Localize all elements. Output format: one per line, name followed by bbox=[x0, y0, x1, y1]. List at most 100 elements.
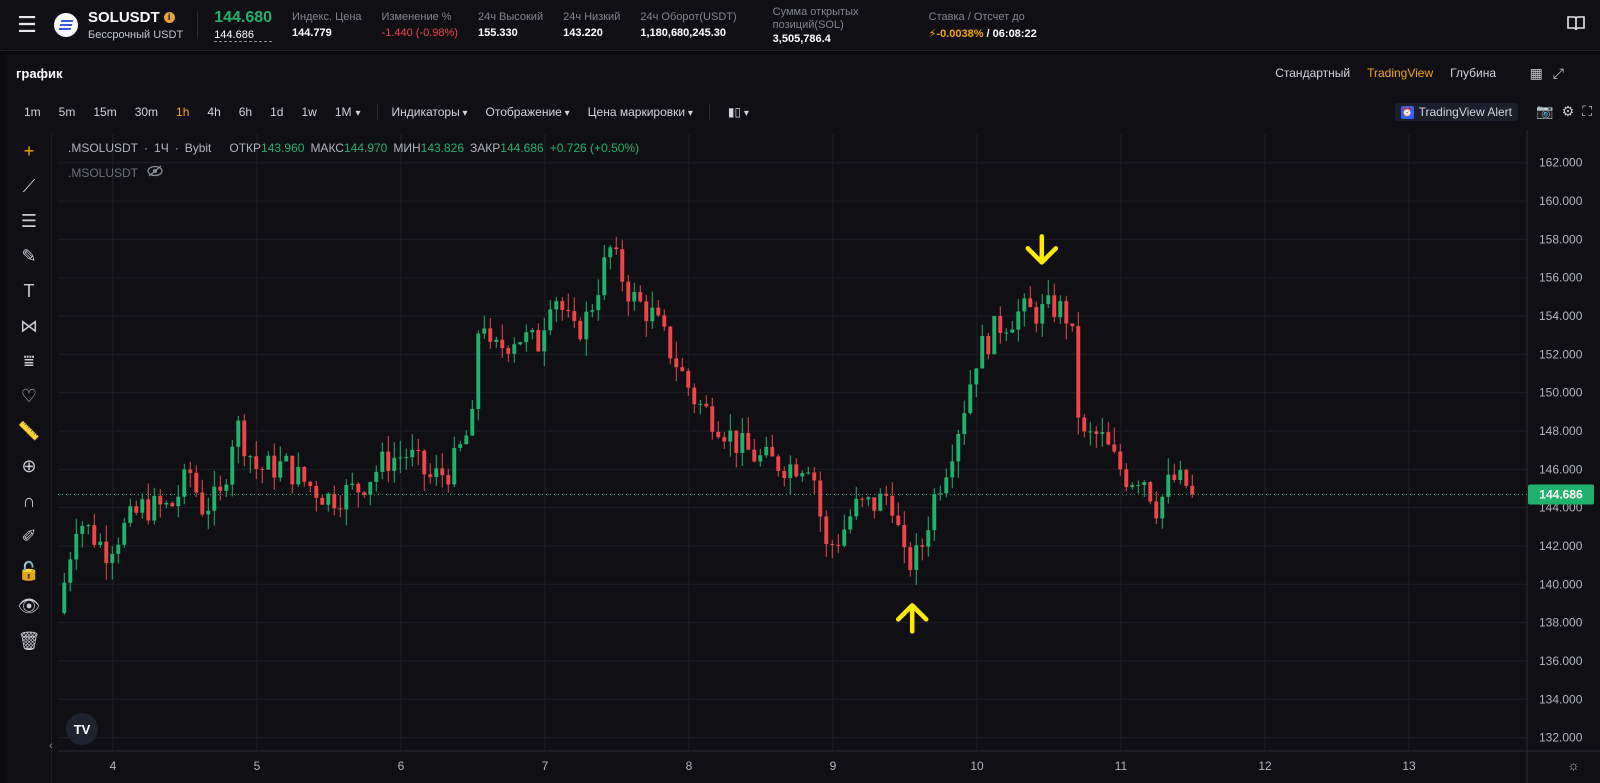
candle-up bbox=[602, 257, 607, 296]
timeframe-1M[interactable]: 1M bbox=[334, 105, 352, 119]
candle-down bbox=[656, 307, 661, 316]
timeframe-6h[interactable]: 6h bbox=[238, 105, 253, 119]
candle-up bbox=[212, 486, 217, 511]
collapse-toolbar-icon[interactable]: ‹ bbox=[49, 740, 53, 752]
candle-up bbox=[62, 582, 67, 614]
candle-up bbox=[956, 433, 961, 462]
zoom-in-icon[interactable]: ⊕ bbox=[21, 456, 37, 476]
candle-up bbox=[800, 473, 805, 477]
candle-down bbox=[710, 406, 715, 432]
open-interest-label: Сумма открытых позиций(SOL) bbox=[772, 5, 859, 31]
view-tab[interactable]: TradingView bbox=[1367, 66, 1434, 80]
view-tab[interactable]: Стандартный bbox=[1275, 66, 1351, 80]
brush-icon[interactable]: ✎ bbox=[21, 246, 37, 266]
timeframe-15m[interactable]: 15m bbox=[93, 105, 117, 119]
candle-down bbox=[272, 455, 277, 478]
candle-up bbox=[1136, 485, 1141, 487]
ruler-icon[interactable]: 📏 bbox=[17, 421, 41, 441]
mark-price[interactable]: 144.686 bbox=[214, 29, 273, 42]
hamburger-menu-icon[interactable]: ☰ bbox=[17, 12, 37, 37]
candle-down bbox=[668, 326, 673, 359]
expand-icon[interactable]: ⤢ bbox=[1552, 65, 1564, 81]
magnet-icon[interactable]: ∩ bbox=[22, 491, 36, 511]
close-value: 144.686 bbox=[500, 141, 544, 155]
open-value: 143.960 bbox=[261, 141, 305, 155]
crosshair-icon[interactable]: + bbox=[23, 141, 35, 161]
info-icon[interactable]: i bbox=[163, 12, 175, 23]
candle-down bbox=[536, 330, 541, 352]
pattern-icon[interactable]: ⋈ bbox=[20, 316, 38, 336]
book-icon[interactable] bbox=[1566, 14, 1586, 32]
text-tool-icon[interactable]: T bbox=[23, 281, 35, 301]
chart-settings-icon[interactable]: ☼ bbox=[1567, 757, 1580, 773]
candle-up bbox=[1010, 329, 1015, 333]
candle-down bbox=[722, 437, 727, 442]
toolbar-menu[interactable]: Индикаторы bbox=[392, 105, 468, 119]
candle-up bbox=[524, 332, 529, 343]
candle-up bbox=[248, 456, 253, 458]
layout-grid-icon[interactable]: ▦ bbox=[1529, 65, 1543, 81]
candle-up bbox=[866, 497, 871, 500]
candle-down bbox=[614, 247, 619, 250]
eye-icon[interactable]: 👁 bbox=[17, 596, 41, 616]
candle-down bbox=[716, 431, 721, 438]
solana-logo-icon bbox=[54, 13, 78, 37]
candle-down bbox=[896, 515, 901, 525]
candle-up bbox=[554, 301, 559, 310]
chart-type-candles-icon[interactable]: ▮▯ bbox=[728, 105, 749, 119]
close-label: ЗАКР bbox=[470, 141, 501, 155]
candle-down bbox=[638, 291, 643, 302]
x-tick-label: 8 bbox=[686, 759, 693, 773]
candle-down bbox=[794, 464, 799, 477]
toolbar-menu[interactable]: Цена маркировки bbox=[588, 105, 693, 119]
symbol-block[interactable]: SOLUSDT i Бессрочный USDT bbox=[88, 9, 183, 41]
candle-up bbox=[1016, 311, 1021, 330]
stat-value: -1.440 (-0.98%) bbox=[381, 27, 458, 39]
candle-up bbox=[122, 522, 127, 545]
fullscreen-icon[interactable]: ⛶ bbox=[1582, 103, 1592, 119]
candle-down bbox=[818, 480, 823, 517]
trash-icon[interactable]: 🗑 bbox=[17, 631, 41, 651]
timeframe-1d[interactable]: 1d bbox=[270, 105, 284, 119]
lightning-icon: ⚡ bbox=[928, 27, 937, 40]
chart-toolbar: 1m 5m 15m 30m 1h 4h 6h 1d 1w 1M Индикаторы Отображ… bbox=[6, 98, 1600, 126]
tradingview-alert-button[interactable]: ⏰ TradingView Alert bbox=[1394, 103, 1518, 121]
view-tab[interactable]: Глубина bbox=[1450, 66, 1496, 80]
timeframe-1m[interactable]: 1m bbox=[24, 105, 41, 119]
candle-up bbox=[974, 368, 979, 385]
trend-line-icon[interactable]: ⟋ bbox=[22, 176, 36, 196]
prediction-icon[interactable]: ⩸ bbox=[23, 351, 35, 371]
candle-down bbox=[134, 506, 139, 513]
timeframe-1w[interactable]: 1w bbox=[301, 105, 317, 119]
unlock-icon[interactable]: 🔓 bbox=[17, 561, 41, 581]
price-block: 144.680 144.686 bbox=[214, 9, 273, 42]
contract-type: Бессрочный USDT bbox=[88, 29, 184, 41]
camera-icon[interactable]: 📷 bbox=[1536, 103, 1554, 119]
timeframe-4h[interactable]: 4h bbox=[207, 105, 221, 119]
candle-down bbox=[620, 249, 625, 282]
candle-down bbox=[260, 469, 265, 471]
candle-down bbox=[1154, 501, 1159, 519]
tradingview-logo[interactable]: TV bbox=[66, 713, 98, 745]
lock-drawing-icon[interactable]: ✐ bbox=[21, 526, 37, 546]
timeframe-5m[interactable]: 5m bbox=[58, 105, 76, 119]
settings-icon[interactable]: ⚙ bbox=[1561, 103, 1575, 119]
candle-up bbox=[284, 455, 289, 462]
timeframe-1h[interactable]: 1h bbox=[176, 105, 190, 119]
legend-dot: · bbox=[144, 141, 149, 155]
candle-up bbox=[128, 506, 133, 523]
eye-hidden-icon[interactable] bbox=[146, 165, 164, 180]
stat-label: 24ч Низкий bbox=[563, 11, 621, 23]
heart-icon[interactable]: ♡ bbox=[20, 386, 38, 406]
last-price-badge bbox=[1528, 484, 1594, 505]
fib-lines-icon[interactable]: ☰ bbox=[20, 211, 38, 231]
funding-label[interactable]: Ставка / Отсчет до bbox=[928, 10, 1025, 23]
symbol-name[interactable]: SOLUSDT bbox=[88, 9, 160, 26]
candle-up bbox=[764, 447, 769, 456]
ticker-stat: 24ч Низкий 143.220 bbox=[563, 11, 620, 39]
candle-up bbox=[182, 469, 187, 497]
toolbar-menu[interactable]: Отображение bbox=[486, 105, 570, 119]
timeframe-30m[interactable]: 30m bbox=[134, 105, 159, 119]
y-tick-label: 160.000 bbox=[1539, 194, 1583, 208]
